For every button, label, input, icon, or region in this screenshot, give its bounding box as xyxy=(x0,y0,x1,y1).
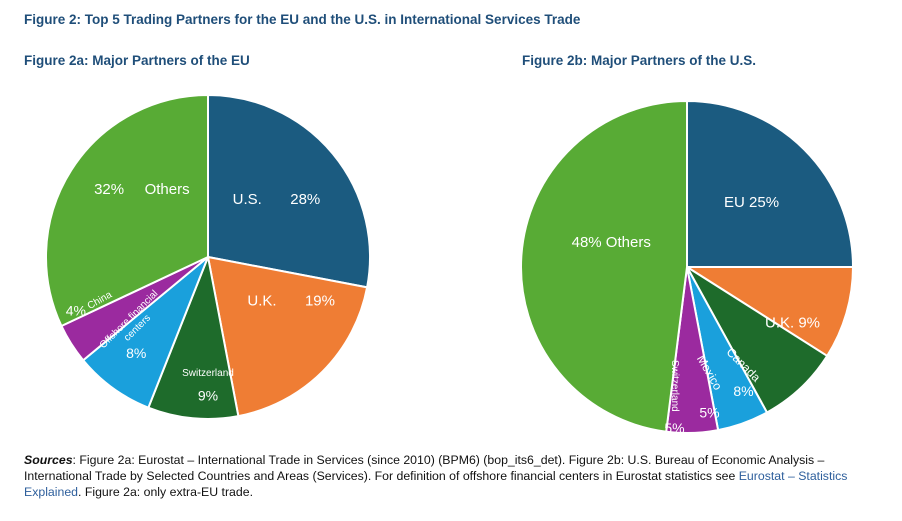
sources-text-1: : Figure 2a: Eurostat – International Tr… xyxy=(24,453,825,483)
eu-label-u-k-value: 19% xyxy=(305,293,335,310)
eu-label-u-k-name: U.K. xyxy=(247,293,276,310)
us-label-mexico-value: 5% xyxy=(699,405,719,421)
us-slice-u-k xyxy=(683,266,855,358)
us-label-u-k: U.K. 9% xyxy=(765,315,820,332)
eu-label-others-name: Others xyxy=(145,181,190,198)
eu-slice-u-s xyxy=(207,93,371,289)
eurostat-statistics-explained-link[interactable]: Eurostat – Statistics Explained xyxy=(24,469,848,499)
eu-label-offshore-financial-centers-value: 8% xyxy=(126,345,146,361)
eu-slice-switzerland xyxy=(147,253,240,420)
us-label-canada-value: 8% xyxy=(733,383,753,399)
sources-label: Sources xyxy=(24,453,73,467)
sources-text-2: . Figure 2a: only extra-EU trade. xyxy=(78,485,253,499)
us-label-switzerland-name: Switzerland xyxy=(669,360,680,412)
figure-title: Figure 2: Top 5 Trading Partners for the… xyxy=(24,12,581,27)
eu-label-switzerland-name: Switzerland xyxy=(182,368,234,379)
eu-label-u-s-value: 28% xyxy=(290,191,320,208)
sources-note: Sources: Figure 2a: Eurostat – Internati… xyxy=(24,452,884,500)
eu-slice-u-k xyxy=(206,255,369,418)
us-label-switzerland-value: 5% xyxy=(664,420,684,436)
us-label-eu: EU 25% xyxy=(724,194,779,211)
eu-label-others-value: 32% xyxy=(94,181,124,198)
us-slice-eu xyxy=(686,99,855,268)
us-label-others: 48% Others xyxy=(572,234,651,251)
eu-label-u-s-name: U.S. xyxy=(233,191,262,208)
eu-slice-others xyxy=(45,93,209,328)
chart-b-title: Figure 2b: Major Partners of the U.S. xyxy=(522,53,757,68)
eu-label-switzerland-value: 9% xyxy=(198,388,218,404)
pie-chart-us-partners: EU 25%U.K. 9%Canada8%Mexico5%Switzerland… xyxy=(520,99,855,436)
chart-a-title: Figure 2a: Major Partners of the EU xyxy=(24,53,250,68)
eu-label-china-value: 4% xyxy=(66,302,86,318)
us-slice-others xyxy=(520,99,688,433)
